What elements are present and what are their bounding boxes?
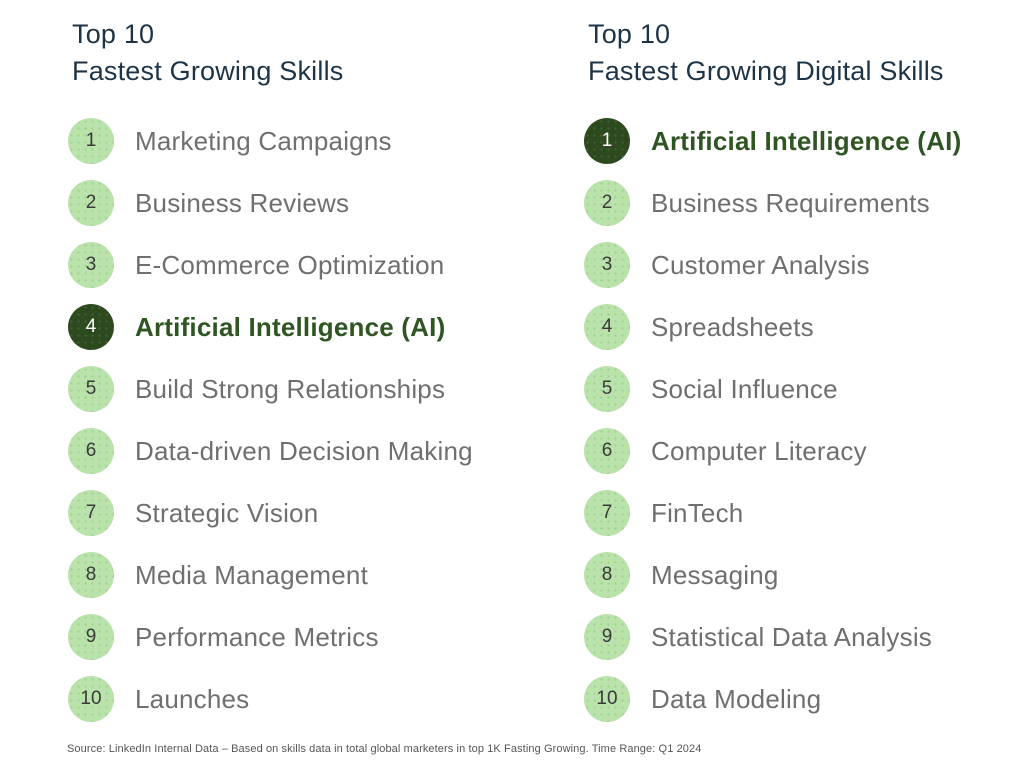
skill-list-item: 4 Artificial Intelligence (AI) [68, 304, 520, 350]
skill-label: Statistical Data Analysis [651, 621, 933, 652]
rank-badge: 9 [68, 614, 114, 660]
column-fastest-growing-digital-skills: Top 10 Fastest Growing Digital Skills 1 … [584, 16, 1024, 738]
column-title-line2: Fastest Growing Skills [72, 56, 344, 86]
rank-badge: 6 [68, 428, 114, 474]
skill-list-item: 1 Marketing Campaigns [68, 118, 520, 164]
skill-list-item: 7 FinTech [584, 490, 1024, 536]
rank-badge: 8 [68, 552, 114, 598]
rank-badge: 5 [68, 366, 114, 412]
skill-label: Social Influence [651, 373, 838, 404]
skill-list-item: 9 Performance Metrics [68, 614, 520, 660]
rank-badge: 4 [68, 304, 114, 350]
skill-list-item: 10 Launches [68, 676, 520, 722]
skill-list-item: 9 Statistical Data Analysis [584, 614, 1024, 660]
rank-badge: 1 [68, 118, 114, 164]
skill-list-item: 2 Business Requirements [584, 180, 1024, 226]
column-title: Top 10 Fastest Growing Skills [68, 16, 520, 90]
skill-label: Customer Analysis [651, 249, 870, 280]
skill-label: Business Requirements [651, 187, 930, 218]
rank-badge: 7 [68, 490, 114, 536]
source-footnote: Source: LinkedIn Internal Data – Based o… [67, 743, 702, 755]
skill-label: Data-driven Decision Making [135, 435, 473, 466]
skill-label: Performance Metrics [135, 621, 379, 652]
rank-badge: 5 [584, 366, 630, 412]
skill-label: Build Strong Relationships [135, 373, 446, 404]
skill-label: E-Commerce Optimization [135, 249, 445, 280]
rank-badge: 4 [584, 304, 630, 350]
rank-badge: 8 [584, 552, 630, 598]
skill-label: Launches [135, 683, 250, 714]
skill-label: Computer Literacy [651, 435, 867, 466]
column-title-line2: Fastest Growing Digital Skills [588, 56, 944, 86]
skill-list: 1 Artificial Intelligence (AI) 2 Busines… [584, 118, 1024, 722]
skill-list-item: 10 Data Modeling [584, 676, 1024, 722]
skill-label: Messaging [651, 559, 779, 590]
skill-list-item: 6 Computer Literacy [584, 428, 1024, 474]
column-title-line1: Top 10 [588, 19, 671, 49]
skill-list-item: 8 Media Management [68, 552, 520, 598]
rank-badge: 3 [68, 242, 114, 288]
skill-list-item: 5 Social Influence [584, 366, 1024, 412]
rank-badge: 2 [68, 180, 114, 226]
skill-list-item: 4 Spreadsheets [584, 304, 1024, 350]
skill-list-item: 3 E-Commerce Optimization [68, 242, 520, 288]
skill-list: 1 Marketing Campaigns 2 Business Reviews… [68, 118, 520, 722]
skill-label: Spreadsheets [651, 311, 814, 342]
skill-label: Artificial Intelligence (AI) [135, 311, 446, 342]
column-title-line1: Top 10 [72, 19, 155, 49]
skill-list-item: 1 Artificial Intelligence (AI) [584, 118, 1024, 164]
skill-label: Media Management [135, 559, 368, 590]
skill-list-item: 5 Build Strong Relationships [68, 366, 520, 412]
rank-badge: 1 [584, 118, 630, 164]
skill-list-item: 7 Strategic Vision [68, 490, 520, 536]
skill-label: Business Reviews [135, 187, 350, 218]
skill-label: Marketing Campaigns [135, 125, 392, 156]
column-title: Top 10 Fastest Growing Digital Skills [584, 16, 1024, 90]
skill-list-item: 6 Data-driven Decision Making [68, 428, 520, 474]
skill-list-item: 2 Business Reviews [68, 180, 520, 226]
rank-badge: 10 [584, 676, 630, 722]
skill-list-item: 3 Customer Analysis [584, 242, 1024, 288]
skill-label: Data Modeling [651, 683, 822, 714]
rank-badge: 10 [68, 676, 114, 722]
skill-list-item: 8 Messaging [584, 552, 1024, 598]
skill-label: Strategic Vision [135, 497, 319, 528]
rank-badge: 2 [584, 180, 630, 226]
rank-badge: 7 [584, 490, 630, 536]
skill-label: FinTech [651, 497, 744, 528]
rank-badge: 9 [584, 614, 630, 660]
column-fastest-growing-skills: Top 10 Fastest Growing Skills 1 Marketin… [68, 16, 520, 738]
rank-badge: 6 [584, 428, 630, 474]
rank-badge: 3 [584, 242, 630, 288]
skill-label: Artificial Intelligence (AI) [651, 125, 962, 156]
